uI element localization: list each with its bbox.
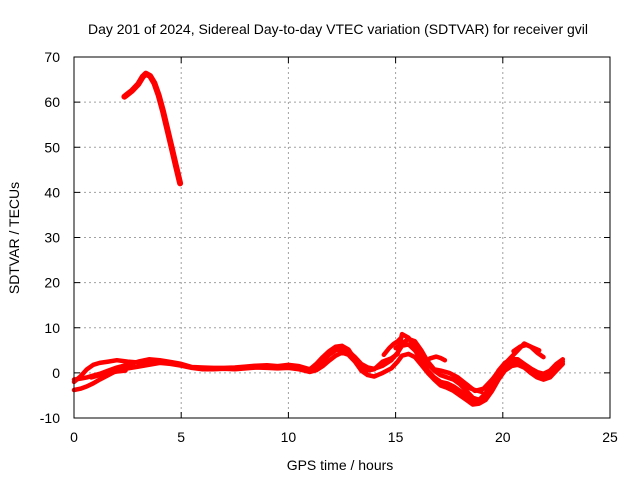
axis-ticks — [73, 56, 611, 419]
grid-lines — [74, 57, 610, 418]
x-tick-label: 10 — [281, 429, 297, 445]
series-line-early-high — [121, 70, 184, 187]
axis-tick-labels: 0 5 10 15 20 25 -10 0 10 20 30 40 50 60 70 — [40, 49, 618, 445]
y-tick-label: 40 — [44, 184, 60, 200]
x-tick-label: 15 — [388, 429, 404, 445]
y-tick-label: 0 — [52, 365, 60, 381]
series-line-fragment-5 — [453, 377, 484, 395]
y-tick-label: 50 — [44, 139, 60, 155]
chart-title: Day 201 of 2024, Sidereal Day-to-day VTE… — [88, 21, 588, 37]
y-tick-label: 70 — [44, 49, 60, 65]
y-tick-label: 20 — [44, 275, 60, 291]
y-tick-label: 60 — [44, 94, 60, 110]
x-tick-label: 25 — [602, 429, 618, 445]
y-tick-label: 10 — [44, 320, 60, 336]
x-tick-label: 0 — [70, 429, 78, 445]
x-tick-label: 5 — [177, 429, 185, 445]
series-line-fragment-1 — [88, 368, 128, 380]
series-line-fragment-2 — [381, 336, 403, 358]
x-axis-label: GPS time / hours — [287, 457, 394, 473]
y-tick-label: -10 — [40, 410, 60, 426]
series-line-fragment-4 — [511, 342, 542, 354]
y-tick-label: 30 — [44, 230, 60, 246]
x-tick-label: 20 — [495, 429, 511, 445]
series-line-fragment-3 — [421, 354, 448, 367]
series-layer — [71, 70, 566, 407]
y-axis-label: SDTVAR / TECUs — [6, 182, 22, 294]
